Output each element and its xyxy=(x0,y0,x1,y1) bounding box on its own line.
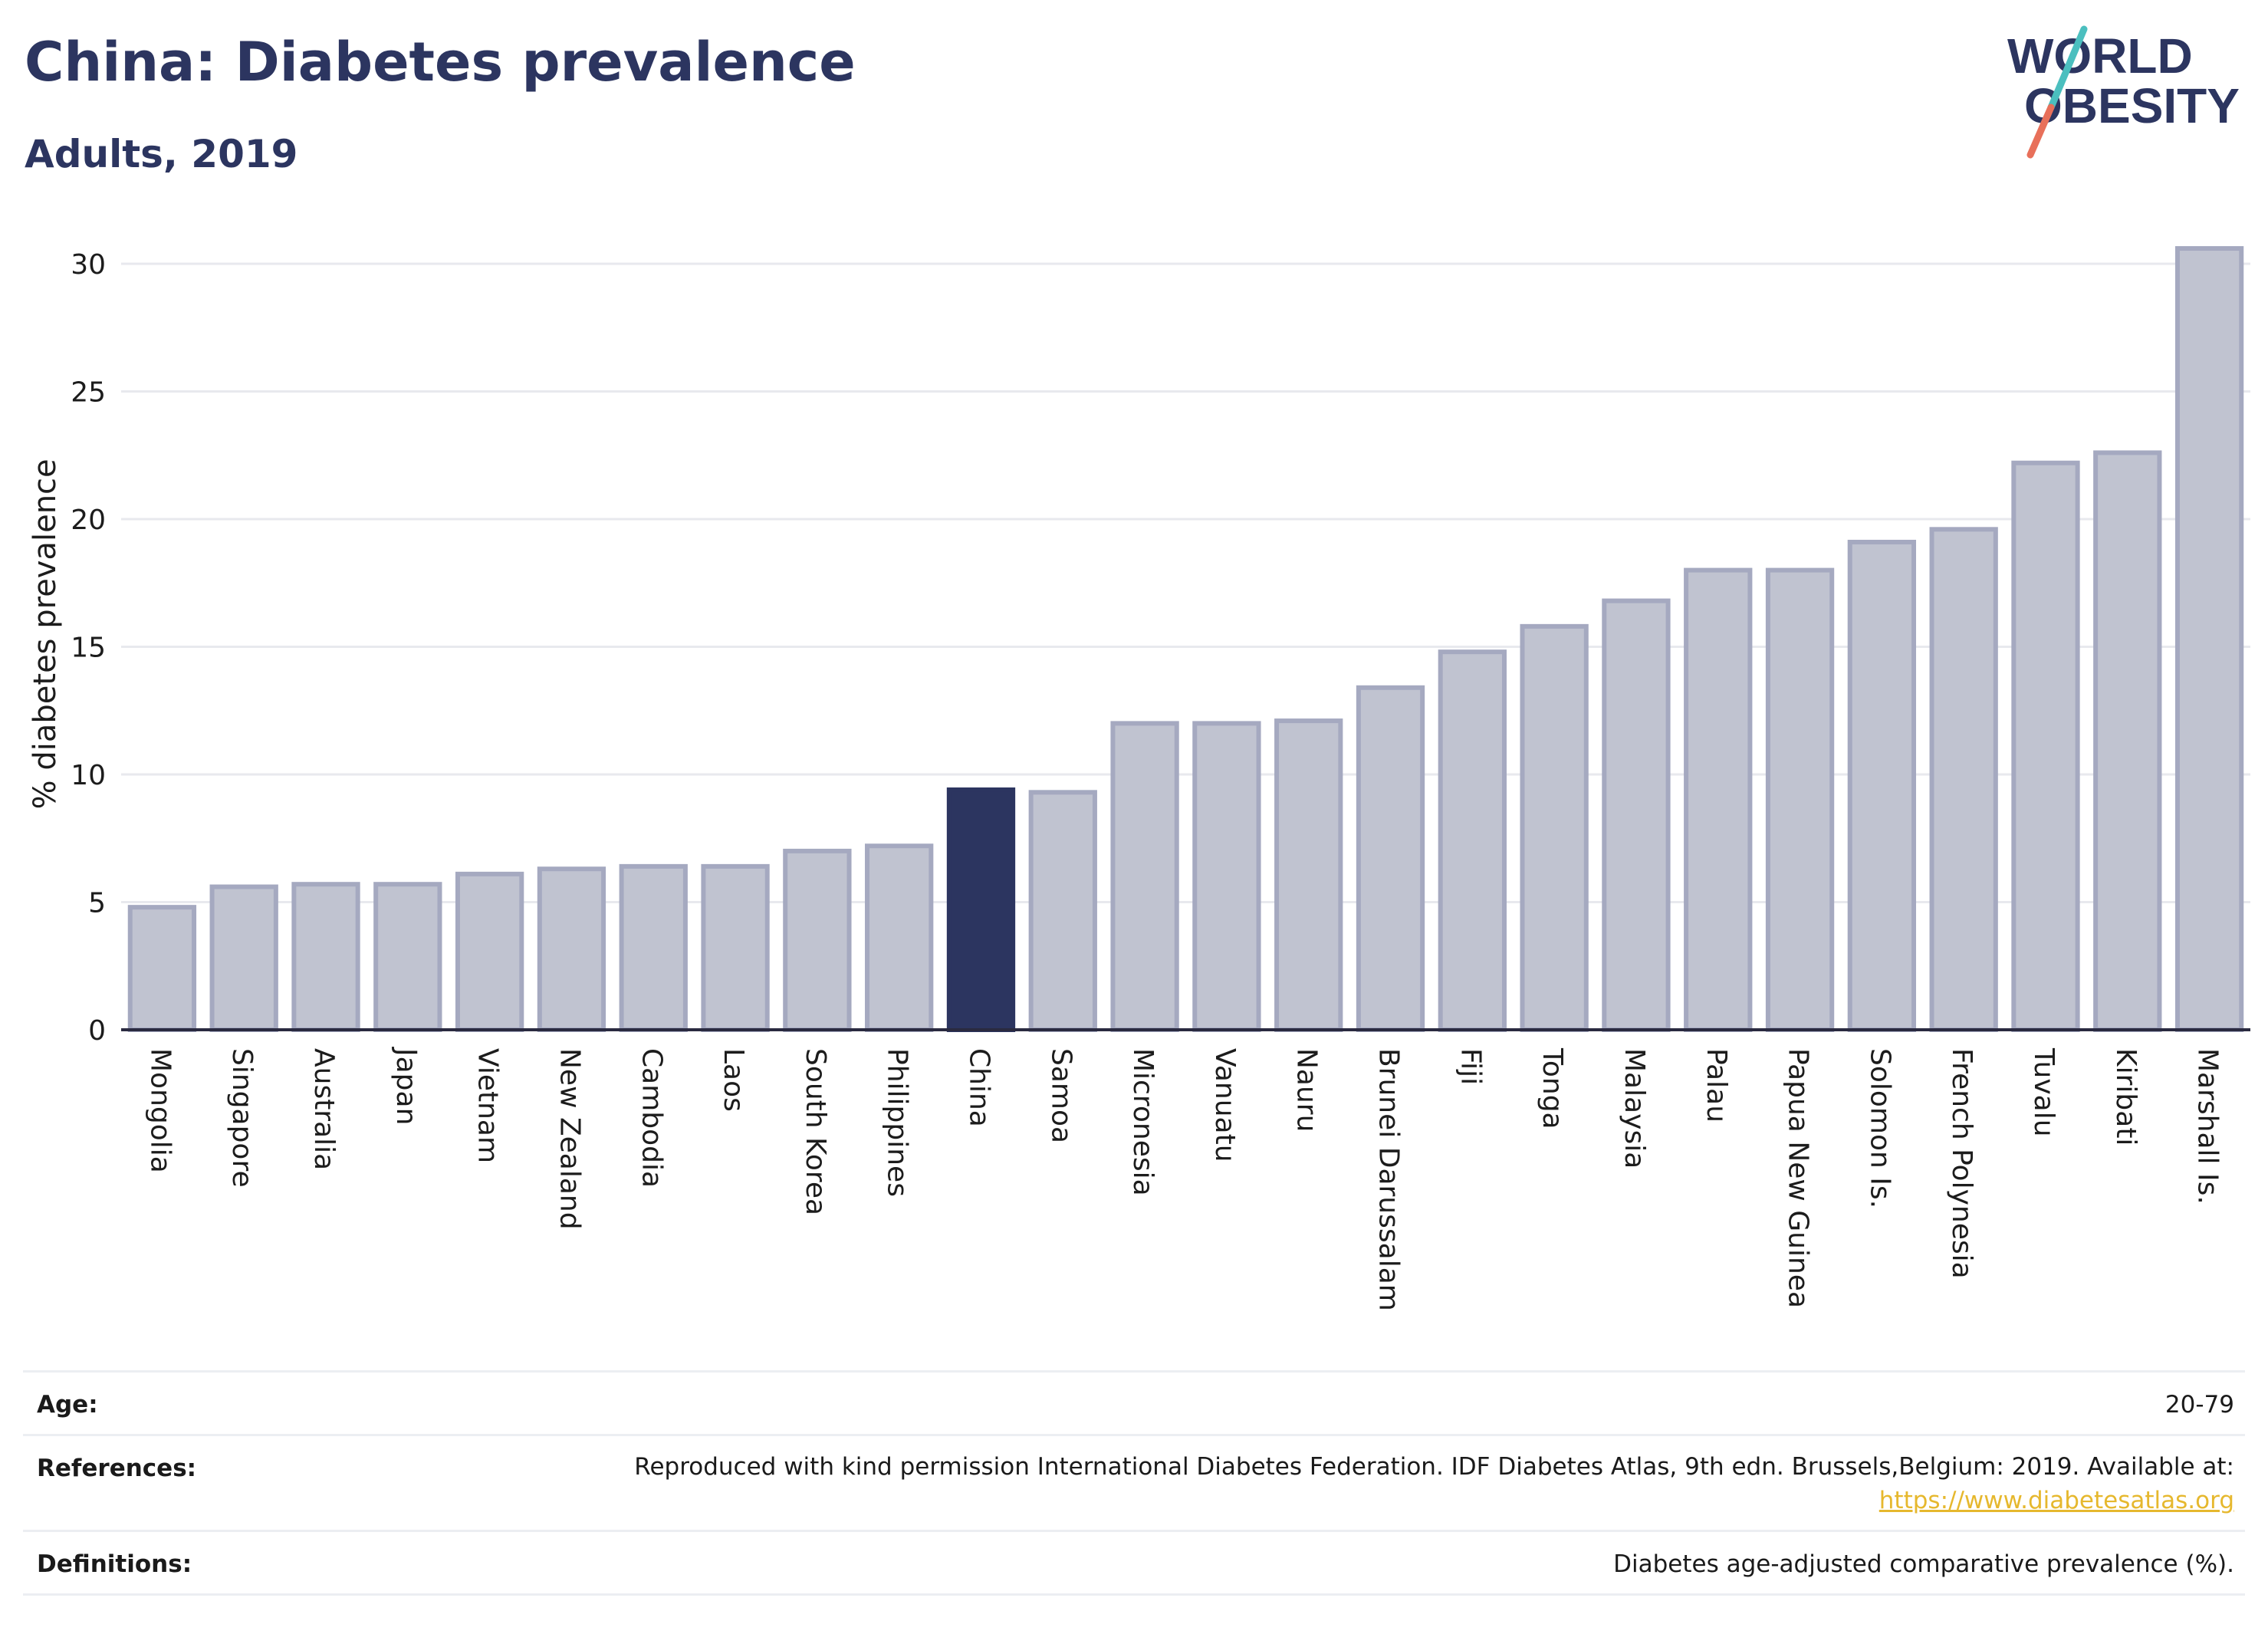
x-tick-label: Fiji xyxy=(1454,1048,1486,1085)
x-tick-label: Vanuatu xyxy=(1209,1048,1241,1162)
bar-cambodia xyxy=(619,863,688,1032)
bar-laos xyxy=(701,863,770,1032)
references-link[interactable]: https://www.diabetesatlas.org xyxy=(1878,1487,2234,1514)
x-tick-label: French Polynesia xyxy=(1946,1048,1977,1279)
labels: 0 5 10 15 20 25 30 Mongolia Singapore Australia Ja… xyxy=(28,249,2224,1311)
bar-samoa xyxy=(1028,790,1097,1033)
bar-brunei-darussalam xyxy=(1356,685,1425,1033)
y-axis-label: % diabetes prevalence xyxy=(28,459,63,809)
x-tick-label: Philippines xyxy=(882,1048,913,1197)
bar-japan xyxy=(373,882,442,1032)
info-references-value: Reproduced with kind permission Internat… xyxy=(634,1450,2234,1517)
chart-title: China: Diabetes prevalence xyxy=(25,31,856,94)
bar-south-korea xyxy=(783,848,852,1033)
x-tick-label: Vietnam xyxy=(472,1048,504,1163)
x-tick-label: Tonga xyxy=(1537,1047,1568,1129)
info-age-label: Age: xyxy=(37,1391,98,1419)
bar-tonga xyxy=(1520,623,1589,1032)
bar-vanuatu xyxy=(1192,721,1261,1033)
bar-tuvalu xyxy=(2011,460,2080,1032)
bar-solomon-is xyxy=(1847,539,1917,1032)
x-tick-label: Samoa xyxy=(1045,1048,1076,1143)
bars xyxy=(127,246,2244,1033)
bar-micronesia xyxy=(1110,721,1179,1033)
x-tick-label: South Korea xyxy=(800,1048,831,1215)
bar-french-polynesia xyxy=(1929,527,1998,1032)
x-tick-label: Japan xyxy=(390,1047,422,1125)
x-tick-label: Micronesia xyxy=(1127,1048,1159,1196)
x-tick-label: Papua New Guinea xyxy=(1783,1048,1814,1308)
x-tick-label: New Zealand xyxy=(554,1048,585,1230)
bar-vietnam xyxy=(455,871,524,1032)
x-tick-label: Kiribati xyxy=(2110,1048,2141,1146)
y-tick-label: 25 xyxy=(71,377,106,409)
bar-palau xyxy=(1684,567,1753,1032)
bar-papua-new-guinea xyxy=(1765,567,1835,1032)
x-tick-label: Nauru xyxy=(1291,1048,1323,1132)
y-tick-label: 10 xyxy=(71,760,106,791)
info-age-value: 20-79 xyxy=(2164,1391,2234,1419)
bar-singapore xyxy=(209,884,278,1033)
bar-philippines xyxy=(865,843,934,1032)
x-tick-label: Brunei Darussalam xyxy=(1373,1048,1405,1311)
y-tick-label: 0 xyxy=(88,1015,106,1047)
info-definitions-value: Diabetes age-adjusted comparative preval… xyxy=(1613,1550,2234,1578)
x-tick-label: Malaysia xyxy=(1619,1048,1650,1169)
bar-chart: 0 5 10 15 20 25 30 Mongolia Singapore Australia Ja… xyxy=(28,246,2250,1311)
y-tick-label: 15 xyxy=(71,633,106,664)
x-tick-label: Cambodia xyxy=(636,1048,667,1188)
x-tick-label: Marshall Is. xyxy=(2192,1048,2224,1205)
x-tick-label: Australia xyxy=(308,1048,340,1170)
x-tick-label: China xyxy=(963,1048,994,1127)
x-tick-label: Laos xyxy=(718,1048,749,1112)
bar-new-zealand xyxy=(537,866,606,1032)
bar-mongolia xyxy=(127,905,197,1033)
bar-china xyxy=(946,787,1016,1032)
x-tick-label: Palau xyxy=(1701,1048,1732,1123)
x-tick-label: Mongolia xyxy=(144,1048,176,1173)
y-tick-label: 20 xyxy=(71,505,106,536)
references-text: Reproduced with kind permission Internat… xyxy=(634,1453,2234,1481)
info-references-label: References: xyxy=(37,1455,197,1482)
chart-subtitle: Adults, 2019 xyxy=(25,132,298,176)
logo-line1: WORLD xyxy=(2007,28,2193,84)
bar-marshall-is xyxy=(2174,246,2244,1032)
bar-australia xyxy=(291,882,360,1032)
info-age-row: Age: 20-79 xyxy=(23,1370,2245,1434)
x-tick-label: Solomon Is. xyxy=(1864,1048,1895,1208)
info-references-row: References: Reproduced with kind permiss… xyxy=(23,1434,2245,1530)
bar-kiribati xyxy=(2093,450,2162,1032)
bar-malaysia xyxy=(1602,598,1671,1032)
bar-nauru xyxy=(1274,718,1343,1032)
x-tick-label: Singapore xyxy=(226,1048,258,1188)
world-obesity-logo: WORLD OBESITY xyxy=(2007,25,2240,159)
info-definitions-label: Definitions: xyxy=(37,1550,192,1578)
bar-fiji xyxy=(1438,649,1507,1032)
logo-slash-teal xyxy=(2047,25,2088,111)
x-tick-label: Tuvalu xyxy=(2028,1047,2059,1137)
info-definitions-row: Definitions: Diabetes age-adjusted compa… xyxy=(23,1530,2245,1596)
y-tick-label: 30 xyxy=(71,249,106,281)
logo-slash-coral xyxy=(2026,104,2055,159)
y-tick-label: 5 xyxy=(88,888,106,919)
